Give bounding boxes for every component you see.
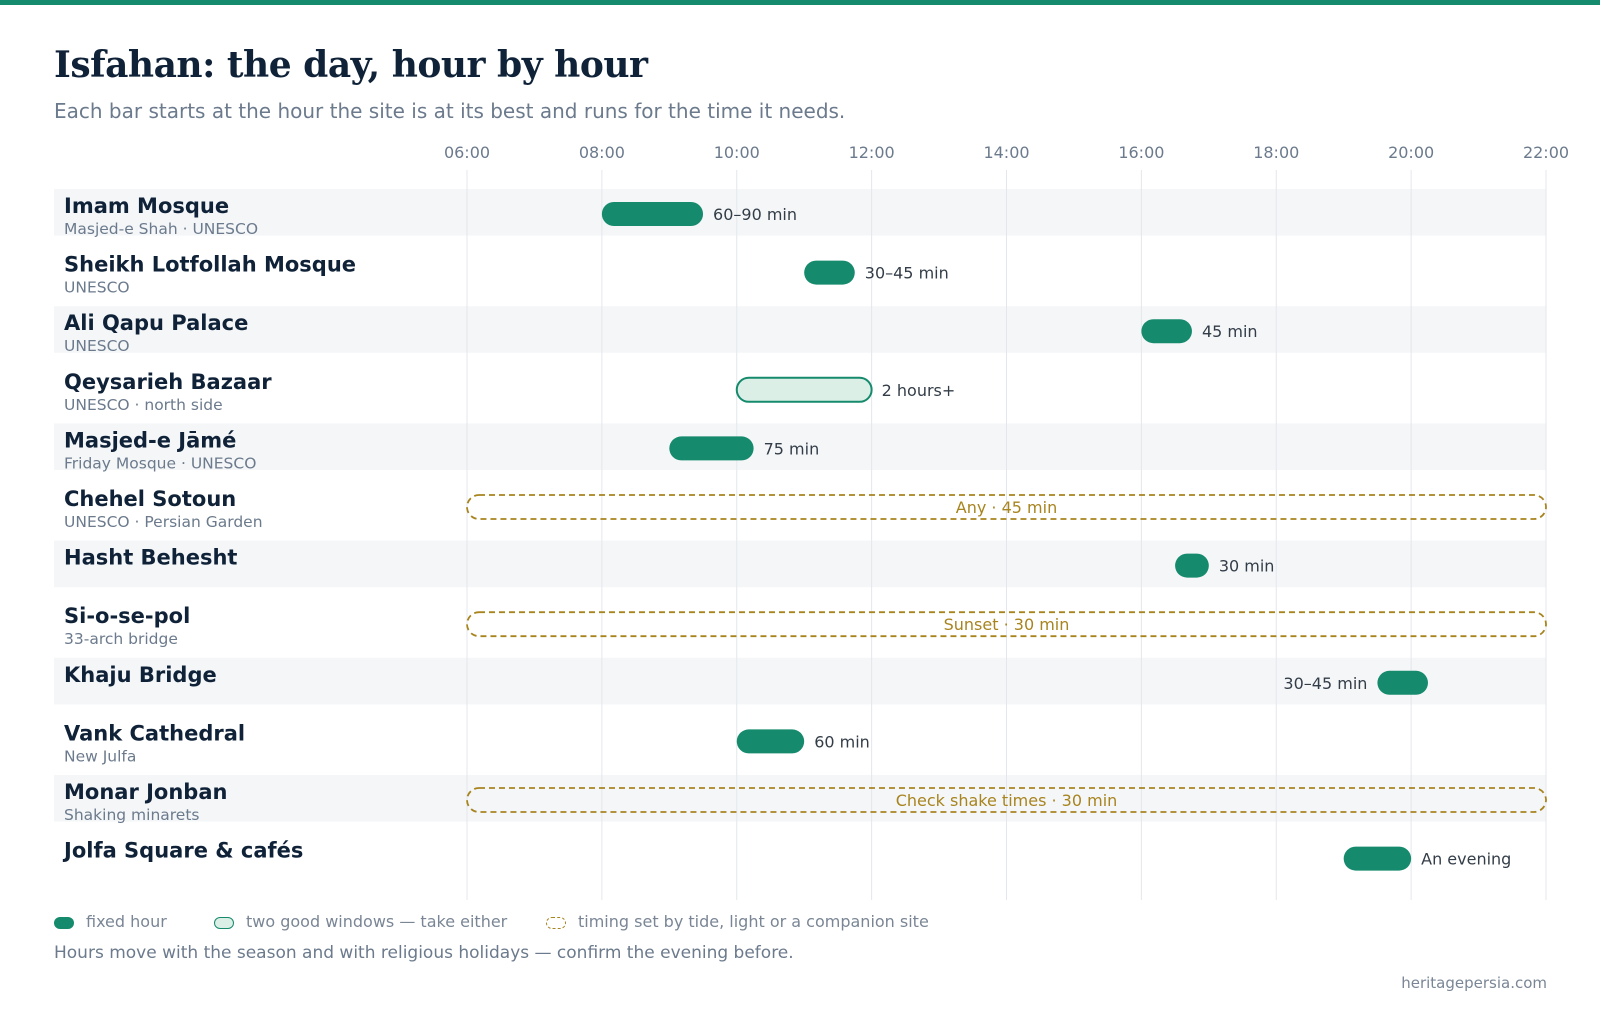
- source-credit: heritagepersia.com: [1401, 974, 1547, 992]
- site-name: Sheikh Lotfollah Mosque: [64, 253, 356, 277]
- site-detail: Friday Mosque · UNESCO: [64, 454, 256, 472]
- site-detail: 33-arch bridge: [64, 630, 178, 648]
- site-name: Masjed-e Jāmé: [64, 428, 236, 452]
- fixed-bar: [669, 436, 754, 461]
- bar-label: An evening: [1421, 850, 1511, 869]
- row-band: [54, 306, 1546, 353]
- site-detail: UNESCO: [64, 337, 130, 355]
- bar-label: 30 min: [1219, 557, 1275, 576]
- site-detail: UNESCO · north side: [64, 396, 223, 414]
- site-name: Monar Jonban: [64, 780, 227, 804]
- x-tick-label: 06:00: [444, 143, 490, 162]
- legend-swatch-window: [214, 917, 234, 929]
- timing-flex-bar: [466, 787, 1547, 813]
- bar-label: 60–90 min: [713, 205, 797, 224]
- bar-label: 30–45 min: [1283, 674, 1367, 693]
- row-band: [54, 423, 1546, 470]
- site-detail: UNESCO · Persian Garden: [64, 513, 263, 531]
- site-name: Vank Cathedral: [64, 721, 245, 745]
- fixed-bar: [1343, 846, 1412, 871]
- legend-label-window: two good windows — take either: [246, 912, 508, 931]
- x-tick-label: 08:00: [579, 143, 625, 162]
- row-band: [54, 540, 1546, 588]
- site-detail: Masjed-e Shah · UNESCO: [64, 220, 258, 238]
- fixed-bar: [804, 260, 855, 285]
- site-detail: New Julfa: [64, 747, 136, 765]
- x-tick-label: 12:00: [849, 143, 895, 162]
- bar-label: 45 min: [1202, 322, 1258, 341]
- row-band: [54, 657, 1546, 705]
- x-tick-label: 20:00: [1388, 143, 1434, 162]
- x-tick-label: 14:00: [983, 143, 1029, 162]
- row-band: [54, 189, 1546, 236]
- site-name: Si-o-se-pol: [64, 604, 190, 628]
- site-name: Chehel Sotoun: [64, 487, 236, 511]
- fixed-bar: [1377, 670, 1428, 695]
- bar-label: 30–45 min: [865, 264, 949, 283]
- bar-label: 60 min: [814, 732, 870, 751]
- x-tick-label: 16:00: [1118, 143, 1164, 162]
- site-name: Khaju Bridge: [64, 663, 217, 687]
- x-tick-label: 18:00: [1253, 143, 1299, 162]
- chart-title: Isfahan: the day, hour by hour: [54, 44, 648, 86]
- timing-flex-bar: [466, 611, 1547, 638]
- site-name: Hasht Behesht: [64, 546, 237, 570]
- bar-label: Sunset · 30 min: [944, 615, 1070, 634]
- site-name: Ali Qapu Palace: [64, 311, 248, 335]
- legend-swatch-flex: [546, 917, 566, 929]
- bar-label: 75 min: [764, 439, 820, 458]
- site-name: Jolfa Square & cafés: [62, 839, 303, 863]
- bar-label: Check shake times · 30 min: [896, 791, 1118, 810]
- legend-label-fixed: fixed hour: [86, 912, 167, 931]
- legend-swatch-fixed: [54, 917, 74, 929]
- fixed-bar: [1141, 319, 1192, 344]
- site-detail: UNESCO: [64, 279, 130, 297]
- row-band: [54, 775, 1546, 822]
- site-detail: Shaking minarets: [64, 806, 199, 824]
- bar-label: 2 hours+: [882, 381, 956, 400]
- footnote: Hours move with the season and with reli…: [54, 943, 794, 963]
- site-name: Qeysarieh Bazaar: [64, 370, 272, 394]
- fixed-bar: [736, 729, 805, 754]
- bar-label: Any · 45 min: [956, 498, 1057, 517]
- x-tick-label: 10:00: [714, 143, 760, 162]
- window-bar: [735, 376, 873, 403]
- top-accent-bar: [0, 0, 1600, 5]
- fixed-bar: [601, 202, 704, 226]
- timeline-chart: 06:00 08:00 10:00 12:00 14:00 16:00 18:00 20:00…: [54, 143, 1569, 900]
- site-name: Imam Mosque: [64, 194, 229, 218]
- x-tick-label: 22:00: [1523, 143, 1569, 162]
- fixed-bar: [1175, 553, 1209, 578]
- timing-flex-bar: [466, 494, 1547, 520]
- legend-label-flex: timing set by tide, light or a companion…: [578, 912, 929, 931]
- chart-subtitle: Each bar starts at the hour the site is …: [54, 99, 846, 123]
